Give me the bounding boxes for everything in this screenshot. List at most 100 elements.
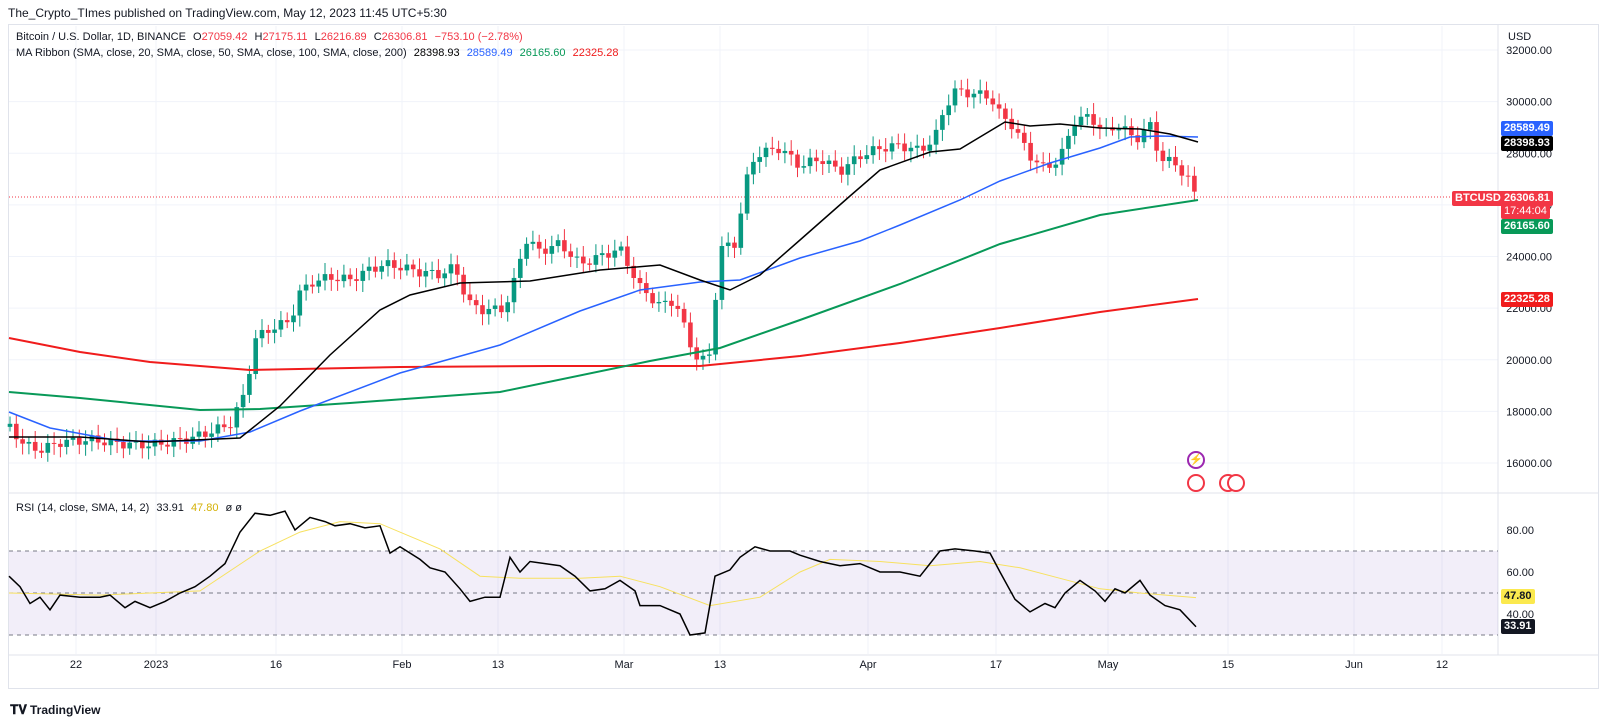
candle-body: [486, 308, 492, 315]
candle-body: [1166, 156, 1172, 162]
candle-body: [203, 431, 208, 437]
candle-body: [266, 329, 271, 333]
candle-body: [719, 246, 725, 300]
ma20-price-tag: 28398.93: [1501, 136, 1553, 151]
candle-body: [77, 437, 82, 445]
candle-body: [940, 115, 945, 130]
candle-body: [518, 258, 523, 278]
candle-body: [599, 253, 605, 256]
candle-body: [688, 322, 693, 348]
last-price-tag: 26306.81: [1501, 191, 1553, 206]
candle-body: [1091, 114, 1096, 125]
candle-body: [971, 93, 977, 98]
ma-ribbon-label[interactable]: MA Ribbon (SMA, close, 20, SMA, close, 5…: [16, 47, 407, 59]
rsi-extra: ø ø: [225, 502, 243, 514]
candle-body: [725, 242, 731, 247]
candle-body: [335, 279, 340, 282]
candle-body: [404, 264, 410, 271]
candle-body: [499, 305, 504, 313]
candle-body: [782, 150, 788, 154]
candle-body: [322, 274, 328, 281]
candle-body: [851, 156, 857, 165]
candle-body: [543, 248, 548, 254]
candle-body: [751, 161, 756, 175]
candle-body: [461, 274, 466, 295]
candle-body: [45, 442, 51, 453]
ohlc-open-label: O: [193, 31, 202, 43]
candle-body: [1047, 162, 1052, 168]
candle-body: [896, 143, 901, 145]
candle-body: [1122, 126, 1128, 130]
candle-body: [448, 264, 454, 274]
candle-body: [631, 265, 636, 278]
lightning-event-icon[interactable]: ⚡: [1187, 451, 1205, 469]
ma100-line: [8, 199, 1199, 412]
ohlc-change: −753.10 (−2.78%): [434, 31, 523, 43]
tradingview-logo[interactable]: 𝐓𝐕 TradingView: [10, 702, 100, 718]
candle-body: [839, 166, 844, 175]
candle-body: [1192, 175, 1197, 192]
us-flag-event-icon[interactable]: [1227, 474, 1245, 492]
candle-body: [1053, 164, 1059, 168]
candle-body: [423, 270, 429, 277]
candle-body: [713, 299, 718, 355]
ma50-value: 28589.49: [466, 47, 513, 59]
candle-body: [1148, 122, 1153, 130]
candle-body: [7, 423, 13, 427]
candle-body: [770, 147, 775, 149]
rsi-label[interactable]: RSI (14, close, SMA, 14, 2): [16, 502, 150, 514]
candle-body: [39, 450, 44, 453]
candle-body: [70, 437, 76, 440]
candle-body: [26, 441, 32, 444]
candle-body: [429, 269, 435, 271]
candle-body: [555, 240, 561, 247]
candle-body: [977, 90, 983, 94]
candle-body: [1009, 118, 1014, 130]
candle-body: [946, 105, 951, 116]
rsi-legend[interactable]: RSI (14, close, SMA, 14, 2) 33.91 47.80 …: [16, 502, 246, 514]
candle-body: [694, 347, 699, 360]
ohlc-open: 27059.42: [201, 31, 248, 43]
candle-body: [442, 273, 447, 279]
candle-body: [650, 293, 655, 304]
candle-body: [814, 157, 819, 162]
candle-body: [612, 250, 618, 258]
candle-body: [511, 277, 517, 303]
candle-body: [234, 407, 240, 428]
ma-ribbon-legend[interactable]: MA Ribbon (SMA, close, 20, SMA, close, 5…: [16, 47, 622, 59]
rsi-sma-line: [8, 521, 1197, 607]
candle-body: [492, 305, 498, 309]
price-tick-label: 24000.00: [1506, 252, 1552, 264]
price-tick-label: 30000.00: [1506, 97, 1552, 109]
candle-body: [902, 143, 907, 152]
candle-body: [858, 156, 863, 160]
candle-body: [1179, 165, 1185, 176]
candle-body: [152, 439, 158, 447]
rsi-line: [8, 510, 1197, 636]
ma50-price-tag: 28589.49: [1501, 121, 1553, 136]
candle-body: [436, 269, 441, 279]
us-flag-event-icon[interactable]: [1187, 474, 1205, 492]
candle-body: [952, 88, 958, 106]
candle-body: [933, 129, 939, 145]
candle-body: [1116, 129, 1122, 131]
candle-body: [618, 246, 624, 251]
candle-body: [763, 147, 769, 158]
ma100-value: 26165.60: [519, 47, 566, 59]
ohlc-low-label: L: [314, 31, 321, 43]
candle-body: [379, 266, 384, 272]
candle-body: [14, 423, 19, 440]
symbol-title[interactable]: Bitcoin / U.S. Dollar, 1D, BINANCE: [16, 31, 186, 43]
candle-body: [392, 260, 397, 268]
chart-frame: [8, 24, 1599, 689]
candle-body: [757, 157, 762, 162]
rsi-value: 33.91: [156, 502, 184, 514]
candle-body: [524, 243, 529, 259]
currency-label: USD: [1508, 31, 1532, 43]
candle-body: [398, 267, 403, 271]
time-tick-label: Apr: [859, 659, 876, 671]
tv-logo-icon: 𝐓𝐕: [10, 702, 27, 717]
price-tick-label: 20000.00: [1506, 355, 1552, 367]
time-tick-label: 2023: [144, 659, 168, 671]
